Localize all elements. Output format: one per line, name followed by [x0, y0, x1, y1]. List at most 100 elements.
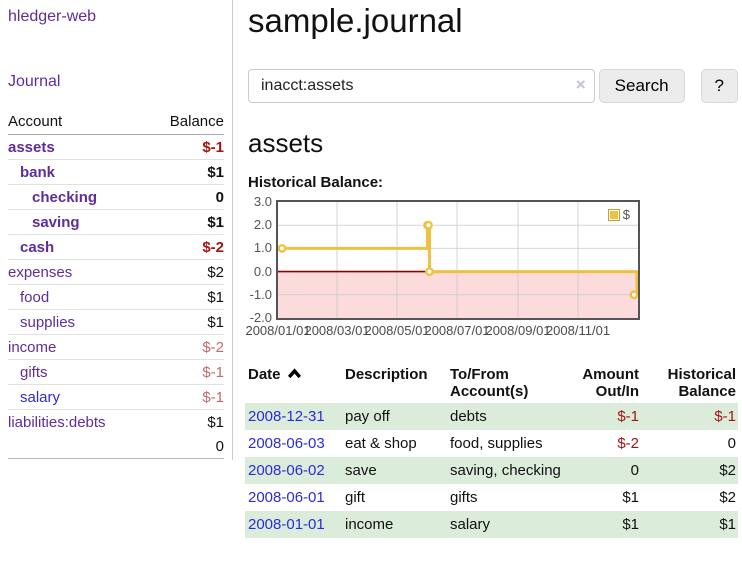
sort-ascending-icon: [287, 368, 301, 379]
transaction-balance: $2: [719, 489, 736, 506]
y-tick-label: 1.0: [253, 240, 272, 256]
historical-balance-chart: $ 3.0 2.0 1.0 0.0 -1.0 -2.0 2008/01/01 2008/03…: [245, 194, 738, 340]
help-button[interactable]: ?: [700, 69, 738, 103]
transaction-date-link[interactable]: 2008-06-03: [248, 435, 325, 452]
transaction-accounts: debts: [450, 408, 487, 425]
account-row: assets $-1: [8, 135, 224, 160]
account-balance: $1: [146, 409, 224, 434]
account-balance: $-2: [146, 334, 224, 360]
account-link[interactable]: liabilities:debts: [8, 414, 106, 431]
x-tick-label: 2008/03/01: [304, 323, 370, 338]
account-row: expenses $2: [8, 259, 224, 285]
account-link[interactable]: income: [8, 339, 57, 356]
transaction-accounts: gifts: [450, 489, 478, 506]
transaction-amount: $-2: [617, 435, 639, 452]
register-row[interactable]: 2008-12-31 pay off debts $-1 $-1: [245, 403, 738, 430]
col-header-description[interactable]: Description: [345, 366, 428, 383]
register-row[interactable]: 2008-06-03 eat & shop food, supplies $-2 0: [245, 430, 738, 457]
account-link[interactable]: checking: [32, 189, 98, 206]
search-button[interactable]: Search: [598, 69, 685, 103]
transaction-amount: $-1: [617, 408, 639, 425]
col-header-amount[interactable]: Amount Out/In: [582, 366, 639, 400]
x-tick-label: 2008/01/01: [245, 323, 311, 338]
y-tick-label: 2.0: [253, 217, 272, 233]
account-balance: $2: [146, 259, 224, 285]
account-link[interactable]: food: [20, 289, 50, 306]
y-tick-label: -2.0: [249, 310, 272, 325]
chart-canvas: [278, 202, 638, 318]
account-link[interactable]: expenses: [8, 264, 73, 281]
account-link[interactable]: gifts: [20, 364, 48, 381]
chart-plot-area[interactable]: $: [276, 200, 640, 320]
transaction-date-link[interactable]: 2008-06-02: [248, 462, 325, 479]
sidebar-item-journal[interactable]: Journal: [8, 73, 61, 90]
account-link[interactable]: bank: [20, 164, 56, 181]
account-balance: $-2: [146, 234, 224, 260]
accounts-total-row: 0: [8, 434, 224, 459]
transaction-description: eat & shop: [345, 435, 417, 452]
page-title: sample.journal: [248, 2, 463, 39]
chart-title: Historical Balance:: [248, 174, 384, 191]
account-balance: $1: [146, 209, 224, 235]
account-balance: $1: [146, 159, 224, 185]
accounts-col-balance: Balance: [146, 111, 224, 135]
account-row: checking 0: [8, 184, 224, 210]
transaction-balance: $2: [719, 462, 736, 479]
col-header-balance[interactable]: Historical Balance: [667, 366, 736, 400]
account-link[interactable]: saving: [32, 214, 80, 231]
transaction-accounts: salary: [450, 516, 491, 533]
register-row[interactable]: 2008-06-01 gift gifts $1 $2: [245, 484, 738, 511]
search-input[interactable]: [248, 69, 595, 103]
transaction-description: save: [345, 462, 377, 479]
accounts-total-balance: 0: [146, 434, 224, 459]
x-tick-label: 2008/09/01: [485, 323, 551, 338]
chart-legend: $: [606, 207, 631, 222]
account-row: food $1: [8, 284, 224, 310]
account-heading: assets: [248, 128, 324, 158]
account-balance: $1: [146, 309, 224, 335]
account-row: income $-2: [8, 334, 224, 360]
account-link[interactable]: salary: [20, 389, 61, 406]
accounts-table: Account Balance assets $-1 bank $1 checking 0…: [8, 111, 224, 459]
col-header-accounts[interactable]: To/From Account(s): [450, 366, 529, 400]
accounts-col-account: Account: [8, 111, 147, 135]
account-link[interactable]: supplies: [20, 314, 76, 331]
transaction-amount: $1: [622, 489, 639, 506]
account-balance: $-1: [202, 139, 224, 156]
account-balance: $-1: [146, 359, 224, 385]
register-row[interactable]: 2008-06-02 save saving, checking 0 $2: [245, 457, 738, 484]
transaction-description: income: [345, 516, 394, 533]
account-row: supplies $1: [8, 309, 224, 335]
transaction-date-link[interactable]: 2008-01-01: [248, 516, 325, 533]
search-form: × Search ?: [248, 69, 738, 103]
y-tick-label: 3.0: [253, 194, 272, 209]
account-row: salary $-1: [8, 384, 224, 410]
sidebar: hledger-web Journal Account Balance asse…: [0, 0, 233, 460]
x-tick-label: 2008/07/01: [424, 323, 490, 338]
account-row: cash $-2: [8, 234, 224, 260]
account-row: bank $1: [8, 159, 224, 185]
transaction-date-link[interactable]: 2008-06-01: [248, 489, 325, 506]
x-tick-label: 2008/05/01: [364, 323, 430, 338]
account-balance: $1: [146, 284, 224, 310]
clear-search-icon[interactable]: ×: [575, 75, 586, 94]
y-tick-label: -1.0: [249, 286, 272, 302]
x-tick-label: 2008/11/01: [545, 323, 611, 338]
transaction-date-link[interactable]: 2008-12-31: [248, 408, 325, 425]
transaction-balance: $1: [719, 516, 736, 533]
y-tick-label: 0.0: [253, 263, 272, 279]
account-balance: 0: [146, 184, 224, 210]
account-row: liabilities:debts $1: [8, 409, 224, 434]
transaction-balance: $-1: [714, 408, 736, 425]
main-content: sample.journal × Search ? assets Histori…: [233, 0, 742, 538]
app-title-link[interactable]: hledger-web: [8, 8, 97, 25]
transaction-amount: 0: [630, 462, 639, 479]
col-header-date[interactable]: Date: [245, 363, 342, 403]
account-link[interactable]: assets: [8, 139, 55, 156]
account-row: saving $1: [8, 209, 224, 235]
register-row[interactable]: 2008-01-01 income salary $1 $1: [245, 511, 738, 538]
account-row: gifts $-1: [8, 359, 224, 385]
account-link[interactable]: cash: [20, 239, 55, 256]
legend-label: $: [622, 207, 630, 222]
